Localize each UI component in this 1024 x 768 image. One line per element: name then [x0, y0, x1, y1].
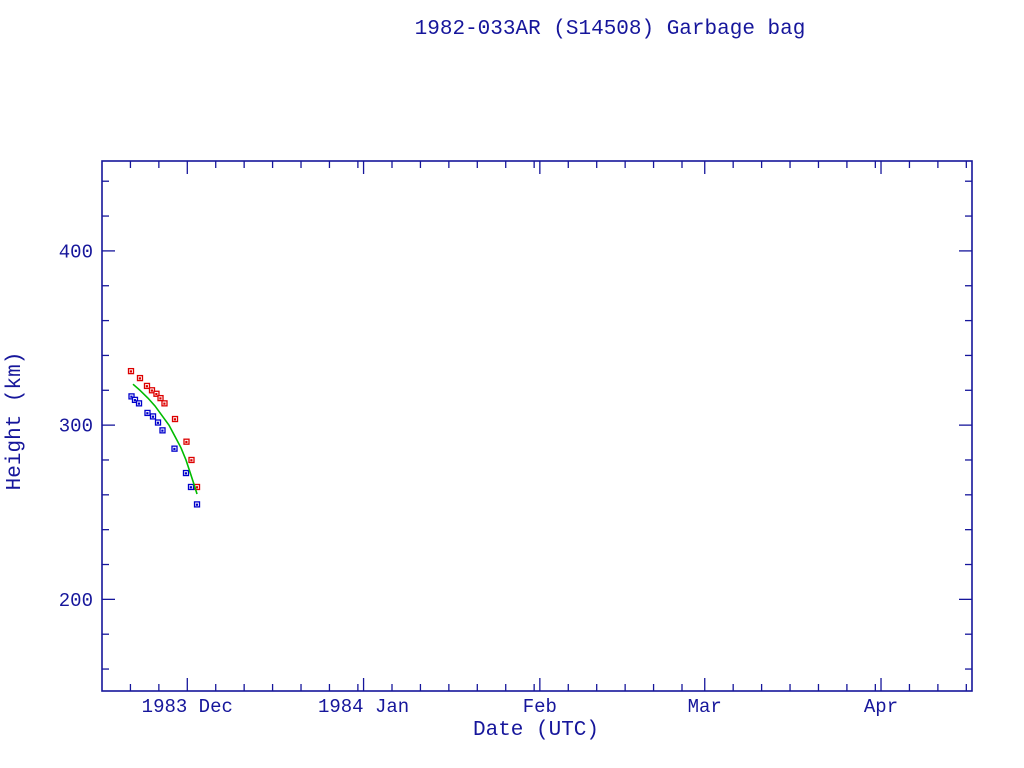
blue-squares-marker-dot — [161, 429, 164, 432]
red-squares-marker-dot — [155, 392, 158, 396]
red-squares-marker-dot — [159, 397, 162, 400]
red-squares-marker-dot — [145, 385, 148, 388]
red-squares-marker-dot — [138, 377, 141, 380]
red-squares-marker-dot — [163, 402, 166, 405]
y-axis-title: Height (km) — [4, 351, 27, 491]
blue-squares-marker-dot — [151, 415, 155, 418]
red-squares-marker-dot — [150, 389, 153, 392]
blue-squares-marker-dot — [146, 412, 149, 415]
x-tick-label: Mar — [688, 696, 722, 718]
plot-border — [101, 160, 973, 692]
blue-squares-marker-dot — [189, 486, 192, 489]
red-squares-marker-dot — [129, 370, 132, 373]
y-tick-label: 300 — [59, 416, 93, 438]
green-curve-line — [132, 383, 198, 495]
y-tick-label: 400 — [59, 241, 93, 263]
red-squares-marker-dot — [173, 418, 177, 421]
red-squares-marker-dot — [190, 459, 193, 462]
blue-squares-marker-dot — [137, 402, 141, 405]
x-axis-title: Date (UTC) — [472, 719, 600, 742]
x-tick-label: Feb — [523, 696, 557, 718]
blue-squares-marker-dot — [173, 447, 176, 451]
blue-squares-marker-dot — [156, 421, 160, 424]
x-tick-label: 1983 Dec — [142, 696, 233, 718]
x-tick-label: Apr — [864, 696, 898, 718]
x-tick-label: 1984 Jan — [318, 696, 409, 718]
blue-squares-marker-dot — [133, 399, 136, 402]
red-squares-marker-dot — [185, 440, 188, 444]
blue-squares-marker-dot — [130, 395, 133, 398]
blue-squares-marker-dot — [195, 503, 199, 506]
red-squares-marker-dot — [195, 486, 199, 489]
blue-squares-marker-dot — [184, 472, 187, 475]
chart-title: 1982-033AR (S14508) Garbage bag — [414, 18, 806, 41]
y-tick-label: 200 — [59, 590, 93, 612]
